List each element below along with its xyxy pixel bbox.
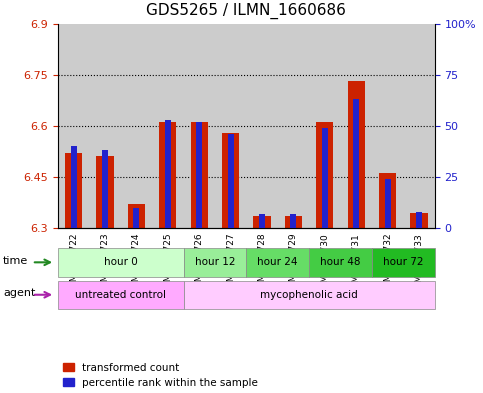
Bar (254, 216, 270, 228)
Bar (285, 216, 302, 228)
Bar (159, 122, 176, 228)
Bar (89, 24, 121, 228)
Text: hour 24: hour 24 (257, 257, 298, 267)
Bar (152, 24, 184, 228)
Text: hour 12: hour 12 (195, 257, 235, 267)
Bar (133, 208, 140, 228)
Bar (128, 204, 145, 228)
Text: hour 0: hour 0 (104, 257, 138, 267)
Text: untreated control: untreated control (75, 290, 166, 300)
Bar (278, 24, 309, 228)
Bar (121, 24, 152, 228)
Bar (227, 134, 234, 228)
Bar (259, 214, 265, 228)
Bar (403, 24, 435, 228)
Bar (384, 179, 391, 228)
Bar (97, 156, 114, 228)
Bar (191, 122, 208, 228)
Bar (341, 24, 372, 228)
Bar (65, 153, 82, 228)
Bar (322, 128, 328, 228)
Bar (184, 24, 215, 228)
Bar (379, 173, 396, 228)
Bar (353, 99, 359, 228)
Bar (309, 24, 341, 228)
Bar (58, 24, 89, 228)
Bar (215, 24, 246, 228)
Bar (416, 211, 422, 228)
Text: time: time (3, 256, 28, 266)
Bar (246, 24, 278, 228)
Bar (316, 122, 333, 228)
Bar (71, 146, 77, 228)
Bar (102, 150, 108, 228)
Text: hour 48: hour 48 (320, 257, 361, 267)
Bar (348, 81, 365, 228)
Bar (222, 132, 239, 228)
Title: GDS5265 / ILMN_1660686: GDS5265 / ILMN_1660686 (146, 3, 346, 19)
Legend: transformed count, percentile rank within the sample: transformed count, percentile rank withi… (63, 363, 258, 388)
Text: mycophenolic acid: mycophenolic acid (260, 290, 358, 300)
Bar (372, 24, 403, 228)
Bar (290, 214, 297, 228)
Text: agent: agent (3, 288, 35, 298)
Text: hour 72: hour 72 (383, 257, 424, 267)
Bar (196, 122, 202, 228)
Bar (411, 213, 427, 228)
Bar (165, 119, 171, 228)
